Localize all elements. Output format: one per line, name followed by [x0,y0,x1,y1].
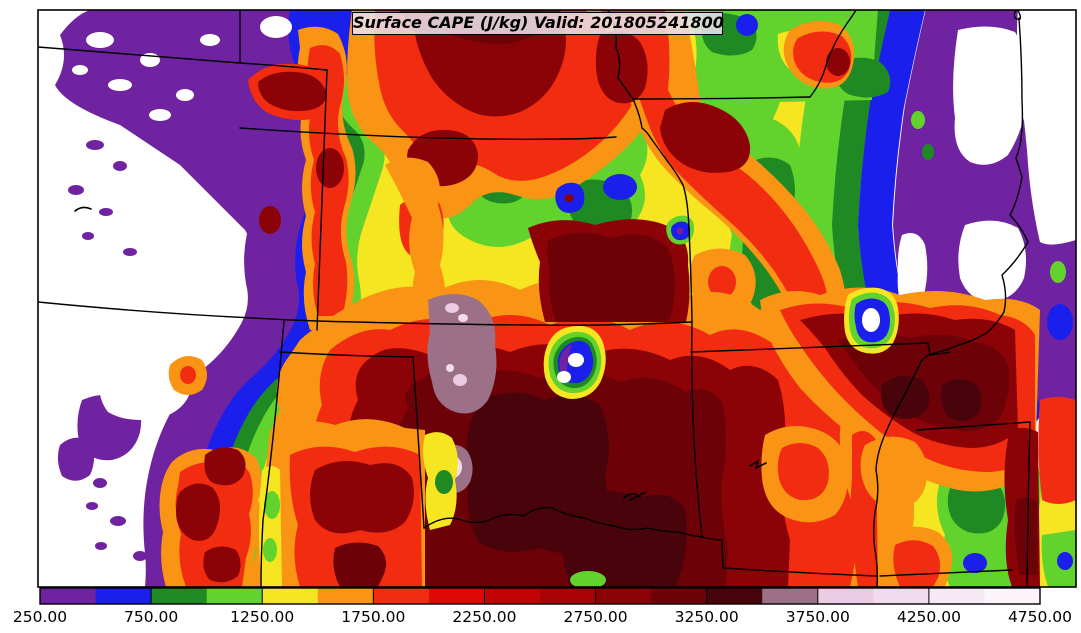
colorbar-segment [206,588,263,604]
lake-marks [74,206,767,501]
colorbar-tick-label: 2750.00 [564,608,628,626]
map-title: Surface CAPE (J/kg) Valid: 201805241800 [352,12,724,35]
cape-field-ozark-system [760,287,1076,587]
colorbar-segment [762,588,819,604]
cape-field-colorado-stripes [248,26,356,331]
colorbar-segment [95,588,152,604]
colorbar-segment [817,588,874,604]
colorbar-segment [40,588,97,604]
colorbar-segment [373,588,430,604]
colorbar-tick-label: 1250.00 [230,608,294,626]
colorbar-segment [706,588,763,604]
colorbar-segment [928,588,985,604]
colorbar-segment [484,588,541,604]
cape-field-newmexico-texas [159,356,606,587]
colorbar-tick-label: 3250.00 [675,608,739,626]
colorbar-frame [39,587,1041,605]
cape-field [38,10,1076,587]
colorbar-tick-label: 4250.00 [897,608,961,626]
cape-field-coldpool-bullseyes [543,182,899,399]
colorbar-tick-label: 2250.00 [452,608,516,626]
state-borders [38,10,1031,587]
colorbar-segment [317,588,374,604]
colorbar-segment [595,588,652,604]
colorbar-segment [984,588,1041,604]
colorbar-segment [873,588,930,604]
colorbar-segment [428,588,485,604]
colorbar-tick-label: 3750.00 [786,608,850,626]
colorbar-segment [540,588,597,604]
colorbar-segment [651,588,708,604]
colorbar-segment [151,588,208,604]
colorbar-tick-label: 1750.00 [341,608,405,626]
colorbar-tick-label: 250.00 [13,608,67,626]
colorbar-segment [262,588,319,604]
map-frame [37,9,1077,588]
colorbar-tick-label: 4750.00 [1008,608,1072,626]
colorbar: 250.00 750.00 1250.00 1750.00 2250.00 2750.00… [13,587,1072,626]
colorbar-tick-label: 750.00 [124,608,178,626]
